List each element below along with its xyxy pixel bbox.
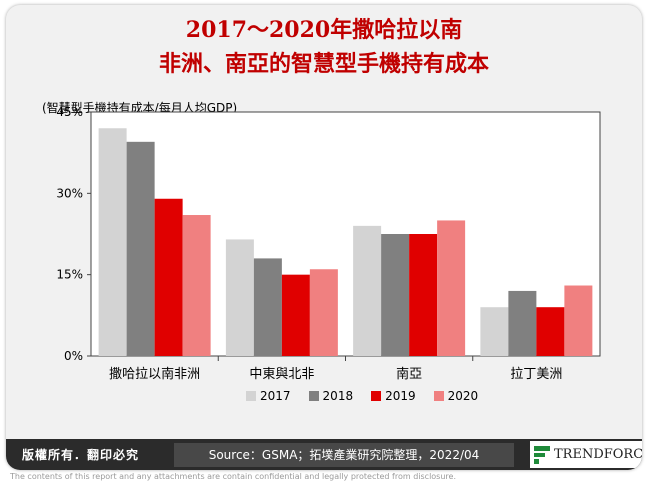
bar-2020	[182, 215, 211, 356]
slide-frame: 2017～2020年撒哈拉以南 非洲、南亞的智慧型手機持有成本 (智慧型手機持有…	[6, 5, 642, 470]
legend-label: 2020	[447, 389, 479, 403]
bar-chart: 0% 15% 30% 45% 撒哈拉以南非洲 中東與北非 南亞 拉丁美洲	[56, 105, 601, 382]
legend-label: 2019	[385, 389, 416, 403]
source-text: Source：GSMA；拓墣產業研究院整理，2022/04	[174, 443, 514, 467]
title-line-2: 非洲、南亞的智慧型手機持有成本	[158, 51, 489, 77]
x-category-label: 拉丁美洲	[510, 367, 562, 382]
bar-2019	[281, 274, 310, 356]
y-tick-label: 15%	[56, 268, 83, 282]
bar-2020	[564, 285, 593, 356]
legend-item-2017: 2017	[246, 389, 291, 403]
legend-item-2020: 2020	[433, 389, 479, 403]
copyright-text: 版權所有．翻印必究	[22, 448, 140, 462]
bar-2019	[409, 234, 438, 356]
x-category-label: 撒哈拉以南非洲	[109, 366, 200, 382]
x-category-label: 中東與北非	[249, 366, 314, 382]
bar-2018	[126, 141, 155, 356]
x-category-label: 南亞	[396, 366, 422, 382]
legend-swatch	[371, 391, 382, 401]
legend-swatch	[246, 391, 256, 401]
bar-2017	[98, 128, 127, 356]
y-tick-label: 45%	[56, 105, 83, 119]
legend-swatch	[308, 391, 319, 401]
bar-2017	[480, 307, 509, 356]
bar-2018	[381, 234, 410, 356]
legend-label: 2017	[260, 389, 291, 403]
chart-title: 2017～2020年撒哈拉以南 非洲、南亞的智慧型手機持有成本	[6, 13, 642, 81]
legend-swatch	[433, 391, 444, 401]
trendforce-logo-icon	[534, 445, 550, 464]
bar-2019	[536, 307, 565, 356]
footer-bar: 版權所有．翻印必究 Source：GSMA；拓墣產業研究院整理，2022/04 …	[6, 439, 642, 470]
title-line-1: 2017～2020年撒哈拉以南	[185, 17, 463, 43]
bar-2017	[353, 225, 382, 356]
legend-label: 2018	[322, 389, 354, 403]
bar-2018	[508, 290, 537, 356]
y-tick-label: 30%	[56, 186, 83, 200]
y-tick-label: 0%	[64, 349, 83, 363]
disclaimer-text: The contents of this report and any atta…	[10, 472, 456, 481]
legend-item-2018: 2018	[308, 389, 354, 403]
brand-name: TRENDFORCE	[554, 447, 642, 462]
legend-item-2019: 2019	[371, 389, 416, 403]
bar-2018	[253, 258, 282, 356]
bar-2019	[154, 198, 183, 356]
legend: 2017 2018 2019 2020	[246, 389, 478, 403]
bar-2017	[225, 239, 254, 356]
brand-logo: TRENDFORCE	[530, 441, 642, 468]
bar-2020	[309, 269, 338, 356]
bar-2020	[437, 220, 466, 356]
